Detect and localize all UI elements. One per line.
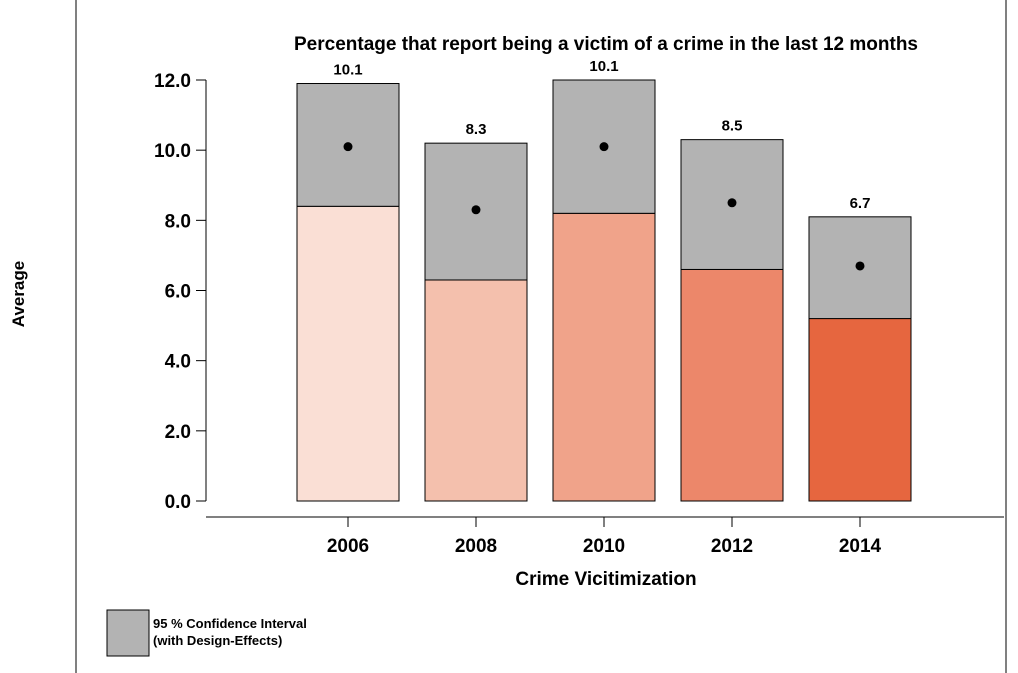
cropped-header — [0, 0, 1018, 8]
data-label-2010: 10.1 — [589, 58, 618, 75]
x-axis-label: Crime Vicitimization — [515, 569, 696, 590]
y-tick-label: 4.0 — [165, 352, 191, 373]
chart-title: Percentage that report being a victim of… — [294, 34, 918, 55]
x-tick-label-2010: 2010 — [583, 536, 625, 557]
y-tick-label: 2.0 — [165, 422, 191, 443]
x-tick-label-2012: 2012 — [711, 536, 753, 557]
bar-2008 — [424, 279, 528, 502]
y-tick-label: 0.0 — [165, 492, 191, 513]
y-tick-label: 12.0 — [154, 71, 191, 92]
mean-point-2006 — [343, 142, 353, 152]
legend-ci-label-line2: (with Design-Effects) — [153, 633, 282, 648]
plot-area: 0.0 2.0 4.0 6.0 8.0 10.0 12.0 10.1 2006 8.3 2008 10… — [154, 58, 1004, 557]
data-label-2006: 10.1 — [333, 62, 362, 79]
y-tick-label: 8.0 — [165, 211, 191, 232]
x-tick-label-2008: 2008 — [455, 536, 497, 557]
bar-2012 — [680, 268, 784, 502]
data-label-2008: 8.3 — [466, 121, 487, 138]
bar-2014 — [808, 318, 912, 502]
legend: 95 % Confidence Interval (with Design-Ef… — [106, 609, 307, 657]
mean-point-2010 — [599, 142, 609, 152]
legend-ci-swatch — [106, 609, 150, 657]
mean-point-2014 — [855, 261, 865, 271]
mean-point-2012 — [727, 198, 737, 208]
bar-2006 — [296, 205, 400, 502]
y-tick-label: 6.0 — [165, 282, 191, 303]
legend-ci-label-line1: 95 % Confidence Interval — [153, 616, 307, 631]
mean-point-2008 — [471, 205, 481, 215]
x-tick-label-2014: 2014 — [839, 536, 882, 557]
data-label-2012: 8.5 — [722, 118, 743, 135]
x-tick-label-2006: 2006 — [327, 536, 369, 557]
y-axis-label: Average — [9, 261, 28, 327]
ci-box-2014 — [808, 216, 912, 320]
y-tick-label: 10.0 — [154, 141, 191, 162]
bar-2010 — [552, 212, 656, 502]
data-label-2014: 6.7 — [850, 195, 871, 212]
